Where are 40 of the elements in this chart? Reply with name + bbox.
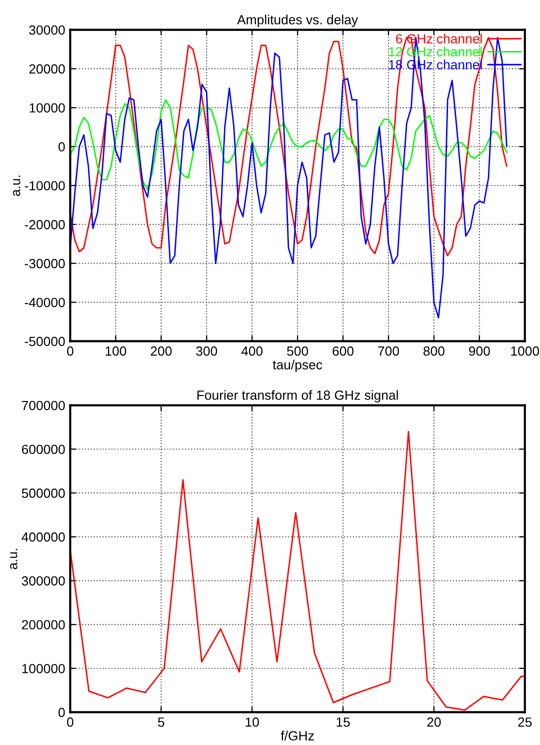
- y-axis-title: a.u.: [13, 176, 20, 196]
- x-tick-label: 10: [246, 717, 259, 727]
- y-tick-label: -10000: [24, 181, 65, 190]
- y-tick-label: -50000: [24, 336, 65, 346]
- y-tick-label: 600000: [22, 444, 65, 454]
- y-tick-label: 30000: [29, 25, 65, 35]
- y-tick-label: 700000: [22, 400, 65, 410]
- chart-title: Amplitudes vs. delay: [237, 14, 358, 27]
- y-tick-label: 0: [58, 708, 65, 718]
- y-tick-label: 400000: [22, 532, 65, 542]
- x-tick-label: 300: [196, 346, 218, 356]
- x-tick-label: 800: [424, 346, 444, 356]
- x-tick-label: 600: [332, 346, 354, 356]
- y-tick-label: 10000: [30, 103, 65, 113]
- y-tick-label: 500000: [22, 488, 65, 498]
- x-tick-label: 1000: [511, 346, 540, 356]
- x-tick-label: 5: [158, 718, 164, 727]
- x-tick-label: 20: [427, 717, 441, 727]
- x-axis-title: tau/psec: [272, 360, 322, 372]
- x-tick-label: 0: [67, 346, 74, 356]
- y-tick-label: 20000: [29, 64, 65, 74]
- y-tick-label: 0: [58, 142, 65, 152]
- x-axis-title: f/GHz: [280, 730, 314, 740]
- chart-title: Fourier transform of 18 GHz signal: [197, 390, 398, 402]
- y-tick-label: 300000: [22, 576, 65, 586]
- x-tick-label: 400: [241, 346, 263, 356]
- x-tick-label: 900: [469, 346, 490, 356]
- x-tick-label: 15: [336, 718, 350, 727]
- x-tick-label: 100: [106, 346, 126, 356]
- x-tick-label: 0: [67, 717, 74, 727]
- x-tick-label: 200: [150, 346, 172, 356]
- x-tick-label: 500: [287, 346, 308, 356]
- x-tick-label: 25: [518, 717, 532, 727]
- y-tick-label: -30000: [24, 258, 65, 268]
- x-tick-label: 700: [378, 346, 399, 356]
- y-tick-label: -20000: [24, 220, 65, 230]
- y-tick-label: 200000: [22, 620, 65, 630]
- y-tick-label: -40000: [24, 298, 65, 308]
- y-axis-title: a.u.: [10, 548, 18, 570]
- y-tick-label: 100000: [22, 664, 65, 674]
